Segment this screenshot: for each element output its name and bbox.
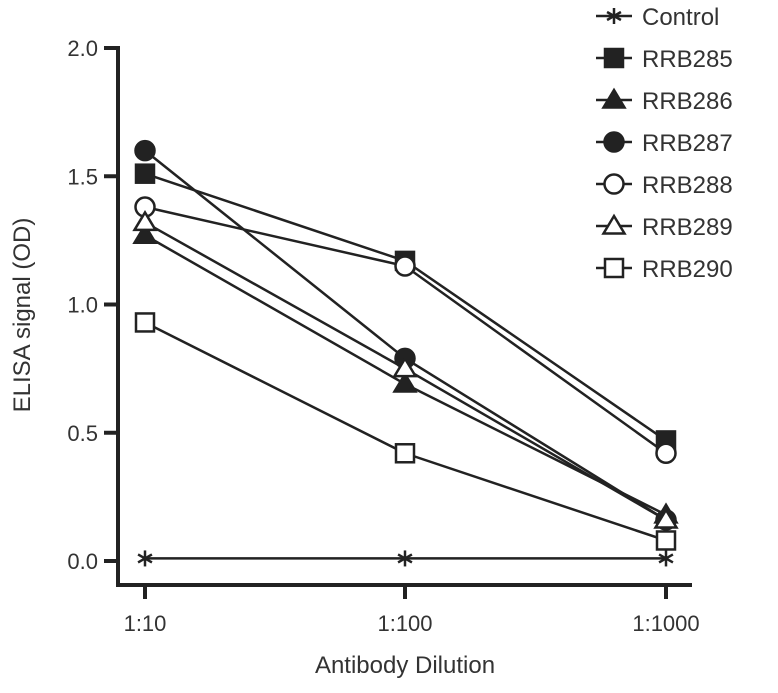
- triangle-marker: [392, 371, 418, 393]
- asterisk-marker: [658, 550, 674, 567]
- circle-marker: [134, 139, 156, 162]
- square-marker: [655, 530, 677, 551]
- x-tick-label: 1:1000: [632, 611, 699, 636]
- circle-marker: [603, 131, 625, 153]
- series-rrb288: [134, 196, 677, 465]
- circle-marker: [394, 255, 416, 277]
- series-control: [137, 550, 674, 567]
- x-tick-label: 1:10: [124, 611, 167, 636]
- legend-label: RRB289: [642, 214, 733, 241]
- legend-label: RRB288: [642, 172, 733, 199]
- asterisk-marker: [606, 8, 622, 24]
- series-line: [144, 149, 667, 522]
- series-rrb289: [132, 209, 679, 529]
- legend-item: RRB285: [596, 46, 733, 73]
- legend-item: RRB289: [596, 213, 733, 241]
- legend-label: RRB286: [642, 88, 733, 115]
- square-marker: [603, 47, 625, 69]
- legend-label: RRB287: [642, 130, 733, 157]
- legend-label: RRB285: [642, 46, 733, 73]
- legend-item: RRB287: [596, 130, 733, 157]
- asterisk-marker: [137, 550, 153, 567]
- square-marker: [394, 443, 416, 464]
- circle-marker: [603, 173, 625, 195]
- legend-item: RRB288: [596, 172, 733, 199]
- axes: 0.0 0.5 1.0 1.5 2.0 1:10 1:100 1:1000: [67, 36, 699, 636]
- legend: Control RRB285 RRB286 RRB287 RRB288 RRB289 RRB…: [596, 4, 733, 283]
- triangle-marker: [132, 209, 158, 232]
- series-layer: [132, 139, 679, 567]
- triangle-marker: [392, 356, 418, 378]
- x-tick-label: 1:100: [377, 611, 432, 636]
- y-tick-label: 1.0: [67, 293, 98, 318]
- square-marker: [603, 257, 625, 279]
- y-tick-label: 2.0: [67, 36, 98, 61]
- legend-label: RRB290: [642, 256, 733, 283]
- legend-item: Control: [596, 4, 719, 31]
- series-line: [144, 205, 667, 455]
- square-marker: [134, 312, 156, 333]
- triangle-marker: [601, 213, 627, 235]
- y-tick-label: 0.5: [67, 421, 98, 446]
- x-axis-label: Antibody Dilution: [315, 652, 495, 679]
- y-axis-label: ELISA signal (OD): [9, 218, 36, 413]
- y-tick-label: 1.5: [67, 164, 98, 189]
- series-rrb287: [134, 139, 677, 531]
- triangle-marker: [132, 222, 158, 244]
- y-tick-label: 0.0: [67, 549, 98, 574]
- legend-item: RRB286: [596, 87, 733, 115]
- legend-label: Control: [642, 4, 719, 31]
- legend-item: RRB290: [596, 256, 733, 283]
- triangle-marker: [601, 87, 627, 109]
- asterisk-marker: [397, 550, 413, 567]
- series-rrb290: [134, 312, 677, 551]
- circle-marker: [655, 442, 677, 465]
- square-marker: [134, 163, 156, 184]
- triangle-marker: [653, 507, 679, 529]
